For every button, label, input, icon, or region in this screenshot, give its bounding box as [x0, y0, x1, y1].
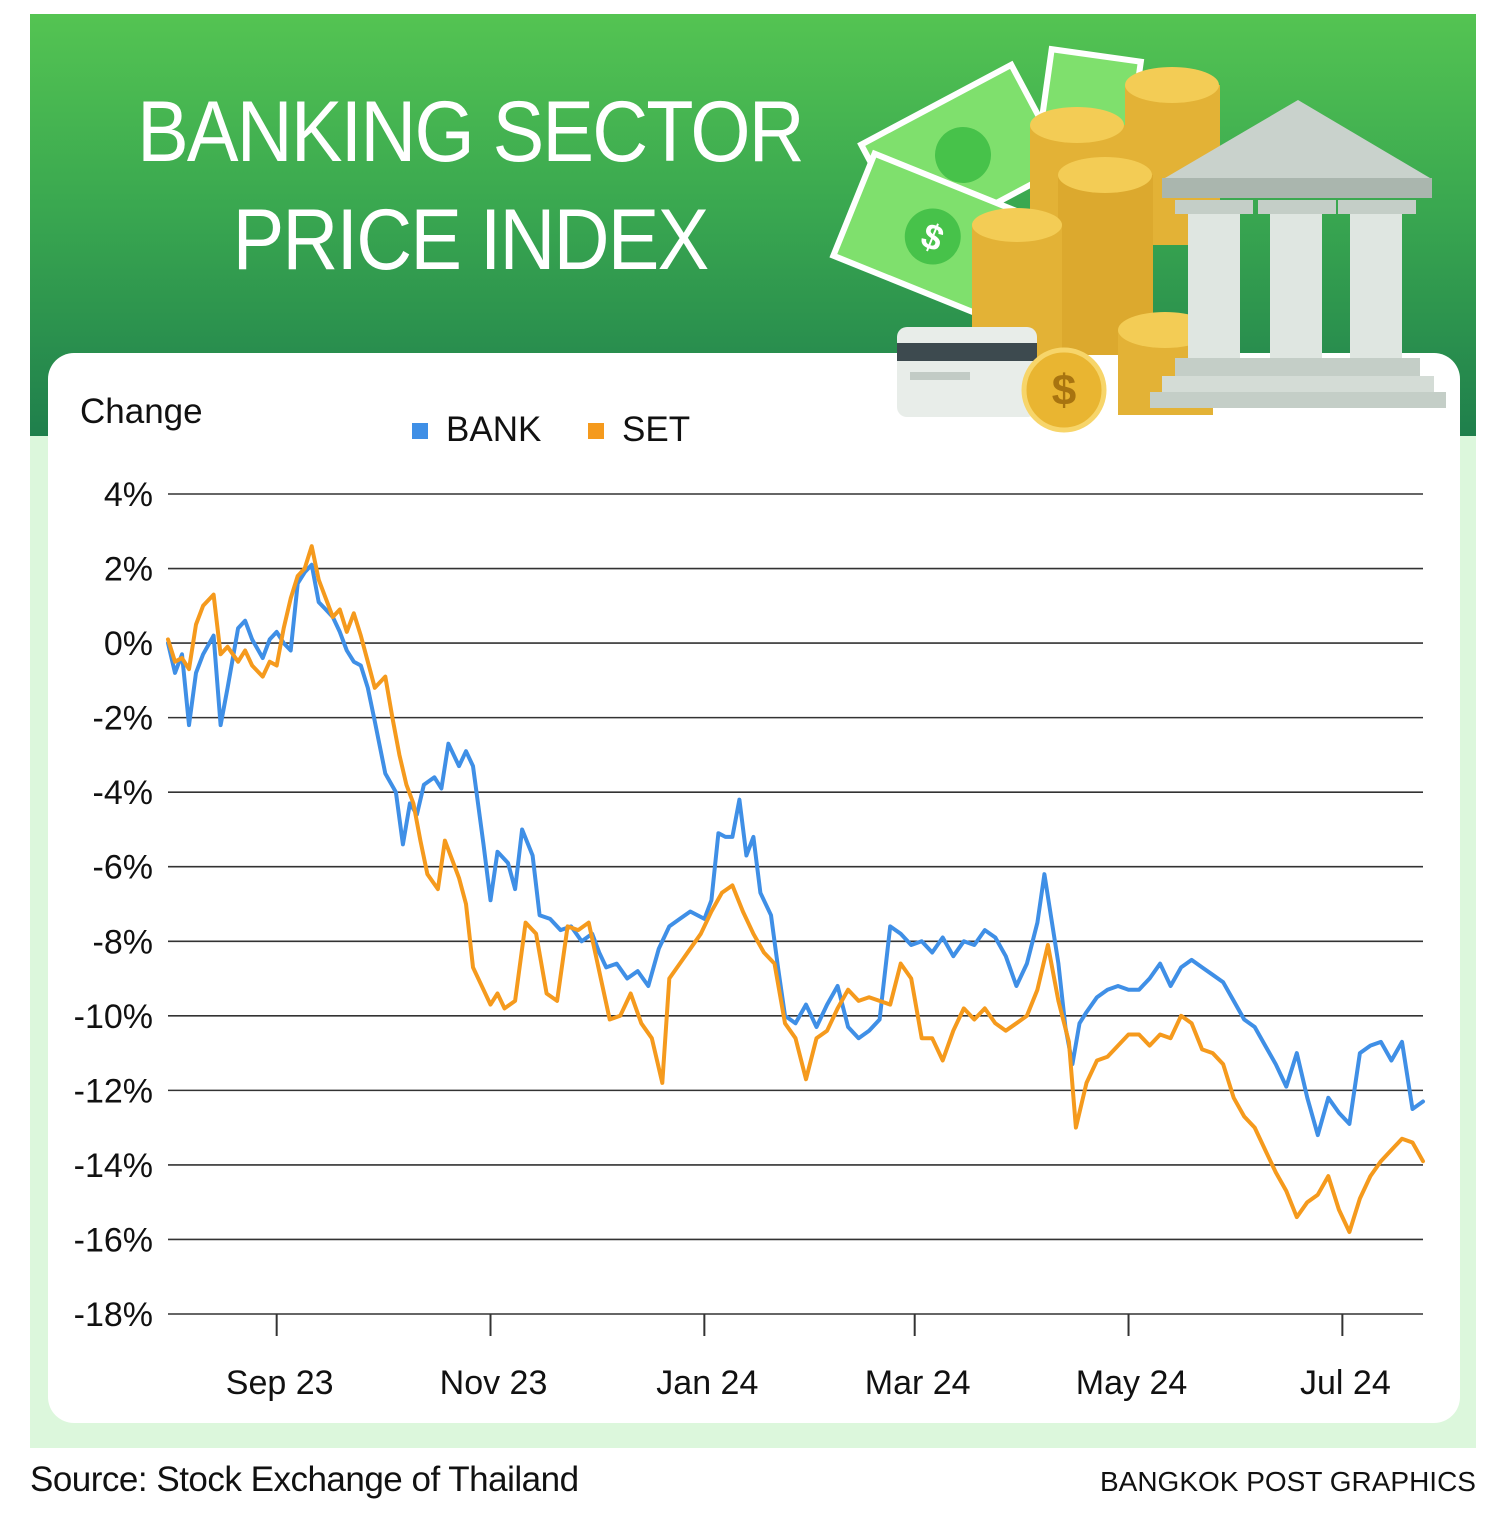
y-axis-title: Change	[80, 392, 203, 431]
series-lines	[166, 544, 1425, 1234]
x-tick-label: Jan 24	[656, 1364, 758, 1402]
x-tick-label: Jul 24	[1300, 1364, 1391, 1402]
legend: BANK SET	[412, 410, 690, 449]
y-tick-label: 2%	[104, 551, 153, 589]
page-title: BANKING SECTOR PRICE INDEX	[101, 78, 839, 294]
y-tick-label: -4%	[93, 774, 153, 812]
y-axis-labels: 4% 2% 0% -2% -4% -6% -8% -10% -12% -14% -16% -18%	[74, 476, 153, 1334]
source-note: Source: Stock Exchange of Thailand	[30, 1460, 579, 1499]
series-line-bank	[166, 562, 1425, 1138]
y-tick-label: -16%	[74, 1221, 153, 1259]
y-tick-label: -2%	[93, 700, 153, 738]
legend-swatch-bank	[412, 423, 428, 439]
x-tick-label: May 24	[1076, 1364, 1188, 1402]
y-tick-label: -14%	[74, 1147, 153, 1185]
y-tick-label: -10%	[74, 998, 153, 1036]
graphics-credit: BANGKOK POST GRAPHICS	[1099, 1466, 1476, 1497]
y-tick-label: -12%	[74, 1072, 153, 1110]
y-tick-label: 0%	[104, 625, 153, 663]
y-tick-label: -8%	[93, 923, 153, 961]
x-axis: Sep 23 Nov 23 Jan 24 Mar 24 May 24 Jul 24	[226, 1314, 1391, 1402]
title-line-2: PRICE INDEX	[232, 192, 710, 288]
legend-label-bank: BANK	[446, 410, 541, 449]
grid-lines	[168, 493, 1423, 1315]
series-line-set	[166, 544, 1425, 1234]
chart-panel	[48, 353, 1460, 1423]
x-tick-label: Nov 23	[440, 1364, 548, 1402]
legend-swatch-set	[588, 423, 604, 439]
legend-label-set: SET	[622, 410, 690, 449]
x-tick-label: Mar 24	[865, 1364, 971, 1402]
x-tick-label: Sep 23	[226, 1364, 334, 1402]
y-tick-label: -18%	[74, 1296, 153, 1334]
title-line-1: BANKING SECTOR	[137, 84, 805, 180]
y-tick-label: -6%	[93, 849, 153, 887]
y-tick-label: 4%	[104, 476, 153, 514]
